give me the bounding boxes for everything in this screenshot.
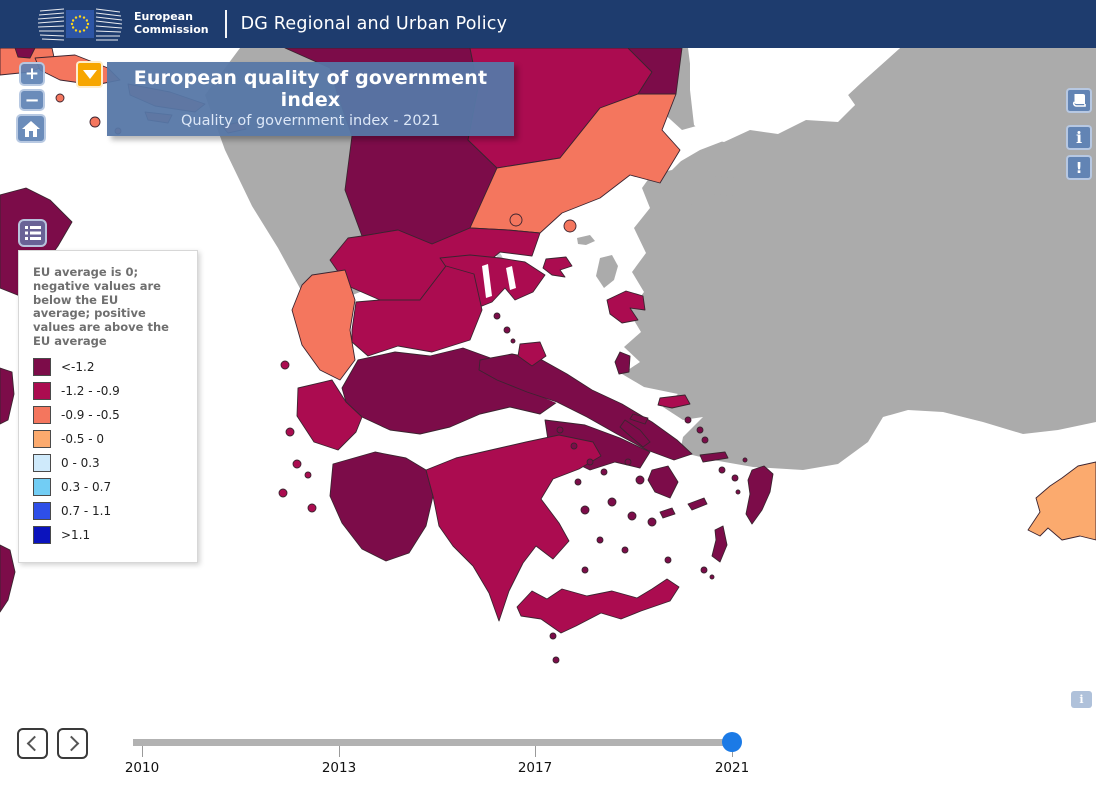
legend-label: 0.7 - 1.1 [61,503,112,518]
legend-item: >1.1 [33,525,185,544]
slider-tick [535,746,536,757]
legend-label: <-1.2 [61,359,95,374]
app-title: DG Regional and Urban Policy [240,14,508,34]
legend-item: <-1.2 [33,357,185,376]
legend-item: -0.5 - 0 [33,429,185,448]
home-icon [22,120,40,137]
island-polygons[interactable] [278,256,774,664]
choropleth-map[interactable] [0,48,1096,797]
info-button[interactable]: i [1066,125,1092,150]
legend-item: -1.2 - -0.9 [33,381,185,400]
region-polygons[interactable] [0,48,1096,634]
legend-swatch [33,501,51,520]
slider-tick [142,746,143,757]
legend-label: 0.3 - 0.7 [61,479,112,494]
ec-flag-icon [37,8,123,41]
zoom-in-button[interactable]: + [19,62,45,86]
legend-label: -1.2 - -0.9 [61,383,120,398]
legend-toggle-button[interactable] [18,219,47,247]
legend-label: -0.9 - -0.5 [61,407,120,422]
european-commission-logo: European Commission [36,5,209,43]
legend-swatch [33,429,51,448]
minus-icon: − [24,89,40,111]
legend-swatch [33,525,51,544]
zoom-out-button[interactable]: − [19,89,45,111]
logo-text: European Commission [134,10,209,36]
info-icon: i [1075,128,1083,147]
basemap-dropdown-button[interactable] [76,61,103,88]
legend-swatch [33,405,51,424]
next-year-button[interactable] [57,728,88,759]
map-title-banner: European quality of government index Qua… [107,62,514,136]
legend-item: -0.9 - -0.5 [33,405,185,424]
bookmark-button[interactable] [1066,88,1092,113]
legend-item: 0.7 - 1.1 [33,501,185,520]
mini-info-badge[interactable]: i [1071,691,1092,708]
slider-tick [339,746,340,757]
legend-label: 0 - 0.3 [61,455,100,470]
legend-swatch [33,453,51,472]
previous-year-button[interactable] [17,728,48,759]
info-icon: i [1079,693,1084,706]
legend-item: 0.3 - 0.7 [33,477,185,496]
legend-panel: EU average is 0; negative values are bel… [18,250,198,563]
chevron-down-icon [82,70,97,79]
year-label: 2010 [124,760,160,776]
home-button[interactable] [16,114,46,143]
map-subtitle: Quality of government index - 2021 [180,113,441,129]
slider-track[interactable] [133,739,733,746]
plus-icon: + [24,64,40,84]
book-icon [1072,94,1086,107]
legend-label: >1.1 [61,527,91,542]
exclamation-icon: ! [1075,158,1083,177]
year-label: 2021 [714,760,750,776]
header-bar: European Commission DG Regional and Urba… [0,0,1096,48]
warning-button[interactable]: ! [1066,155,1092,180]
year-label: 2013 [321,760,357,776]
chevron-right-icon [63,735,79,752]
map-title: European quality of government index [133,67,488,111]
legend-swatch [33,357,51,376]
year-label: 2017 [517,760,553,776]
legend-description: EU average is 0; negative values are bel… [33,265,169,348]
chevron-left-icon [26,735,42,752]
header-divider [224,10,227,38]
year-slider: 2010 2013 2017 2021 [125,732,753,782]
legend-swatch [33,477,51,496]
legend-item: 0 - 0.3 [33,453,185,472]
legend-label: -0.5 - 0 [61,431,105,446]
list-icon [24,226,41,240]
slider-handle[interactable] [722,732,742,752]
legend-swatch [33,381,51,400]
